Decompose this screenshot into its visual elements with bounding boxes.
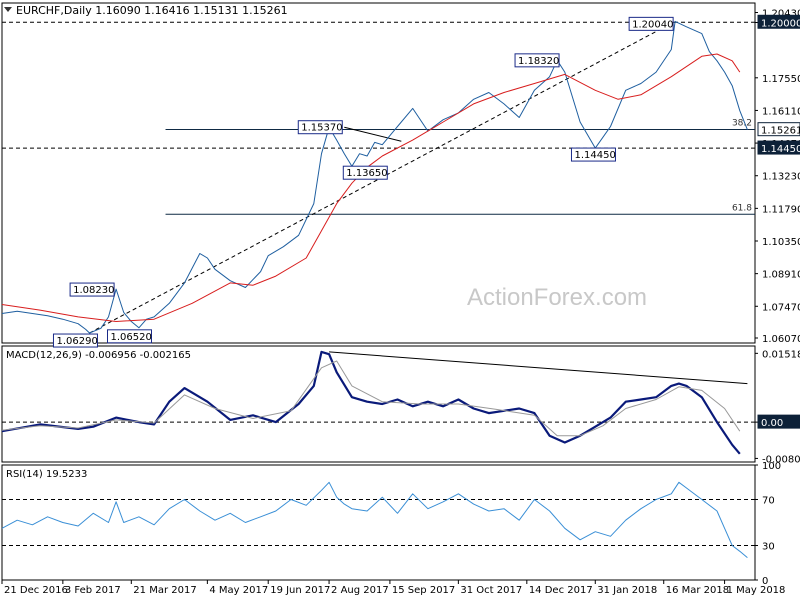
x-tick-label: 31 Jan 2018: [597, 585, 657, 596]
annotation-box: [107, 329, 152, 344]
price-tag-label: 1.20000: [761, 18, 800, 29]
y-tick-label: 1.10350: [762, 237, 800, 248]
x-tick-label: 1 May 2018: [727, 585, 786, 596]
y-tick-label: 1.17550: [762, 74, 800, 85]
series-lines: [1, 20, 748, 558]
annotation-label: 1.18320: [518, 56, 559, 67]
annotation-box: [342, 165, 388, 180]
y-tick-label: 1.11790: [762, 204, 800, 215]
price-tag: [757, 122, 800, 137]
price-tag: [757, 140, 800, 155]
price-tag-label: 0.00: [761, 418, 783, 429]
y-tick-label: 1.08910: [762, 270, 800, 281]
y-tick-label: 70: [762, 496, 775, 507]
annotation-box: [297, 120, 343, 135]
x-tick-label: 15 Sep 2017: [392, 585, 455, 596]
price-tag: [757, 14, 800, 29]
price-tag-label: 1.15261: [761, 126, 800, 137]
y-tick-label: 100: [762, 461, 781, 472]
x-tick-label: 21 Dec 2016: [4, 585, 68, 596]
y-tick-label: 1.20430: [762, 9, 800, 20]
x-tick-label: 3 Feb 2017: [65, 585, 121, 596]
title-arrow-icon[interactable]: [4, 7, 12, 12]
annotation-box: [52, 333, 98, 348]
annotation-label: 1.06520: [111, 332, 152, 343]
panel-titles: EURCHF,Daily 1.16090 1.16416 1.15131 1.1…: [4, 4, 647, 480]
watermark: ActionForex.com: [467, 284, 647, 311]
annotation-box: [69, 282, 115, 297]
annotation-label: 1.13650: [346, 168, 387, 179]
x-tick-label: 31 Oct 2017: [460, 585, 522, 596]
y-tick-label: 1.07470: [762, 302, 800, 313]
panel-title-rsi: RSI(14) 19.5233: [6, 469, 87, 480]
fib-label: 38.2: [732, 118, 752, 128]
y-tick-label: 1.13230: [762, 172, 800, 183]
y-tick-label: 0.01518: [762, 349, 800, 360]
annotation-label: 1.08230: [73, 285, 114, 296]
panel-frame-price: [1, 2, 756, 344]
y-tick-label: 1.16110: [762, 106, 800, 117]
chart-title: EURCHF,Daily 1.16090 1.16416 1.15131 1.1…: [16, 4, 288, 17]
price-tag-label: 1.14450: [761, 144, 800, 155]
annotations: 38.2 61.8 1.20040 1.18320 1.15370 1.13650 1.14…: [52, 16, 752, 348]
x-tick-label: 21 Mar 2017: [133, 585, 196, 596]
x-tick-label: 2 Aug 2017: [331, 585, 389, 596]
price-tag: [757, 414, 800, 429]
annotation-label: 1.06290: [56, 336, 97, 347]
trendline: [329, 351, 748, 385]
annotation-box: [570, 147, 616, 162]
series-line-macd-1: [1, 360, 741, 437]
axis-labels: 1.204301.199901.175501.161101.146701.132…: [1, 9, 800, 596]
series-line-rsi-0: [1, 481, 748, 558]
x-tick-label: 14 Dec 2017: [529, 585, 593, 596]
y-tick-label: -0.00801: [762, 454, 800, 465]
y-tick-label: 30: [762, 542, 775, 553]
annotation-box: [514, 53, 560, 68]
fib-label: 61.8: [732, 203, 752, 213]
annotation-box: [628, 16, 674, 31]
series-line-macd-0: [1, 350, 741, 455]
y-tick-label: 1.06070: [762, 334, 800, 345]
trendline: [344, 126, 402, 142]
series-line-price-0: [1, 20, 748, 334]
x-tick-label: 19 Jun 2017: [270, 585, 330, 596]
panel-frame-macd: [1, 345, 756, 463]
annotation-label: 1.14450: [574, 150, 615, 161]
y-tick-label: 0: [762, 576, 768, 587]
panel-title-macd: MACD(12,26,9) -0.006956 -0.002165: [6, 350, 191, 361]
x-tick-label: 4 May 2017: [209, 585, 268, 596]
series-line-price-1: [1, 53, 741, 322]
panel-frames: [1, 2, 756, 581]
annotation-label: 1.20040: [632, 19, 673, 30]
panel-frame-rsi: [1, 464, 756, 581]
x-tick-label: 16 Mar 2018: [666, 585, 729, 596]
annotation-label: 1.15370: [301, 123, 342, 134]
